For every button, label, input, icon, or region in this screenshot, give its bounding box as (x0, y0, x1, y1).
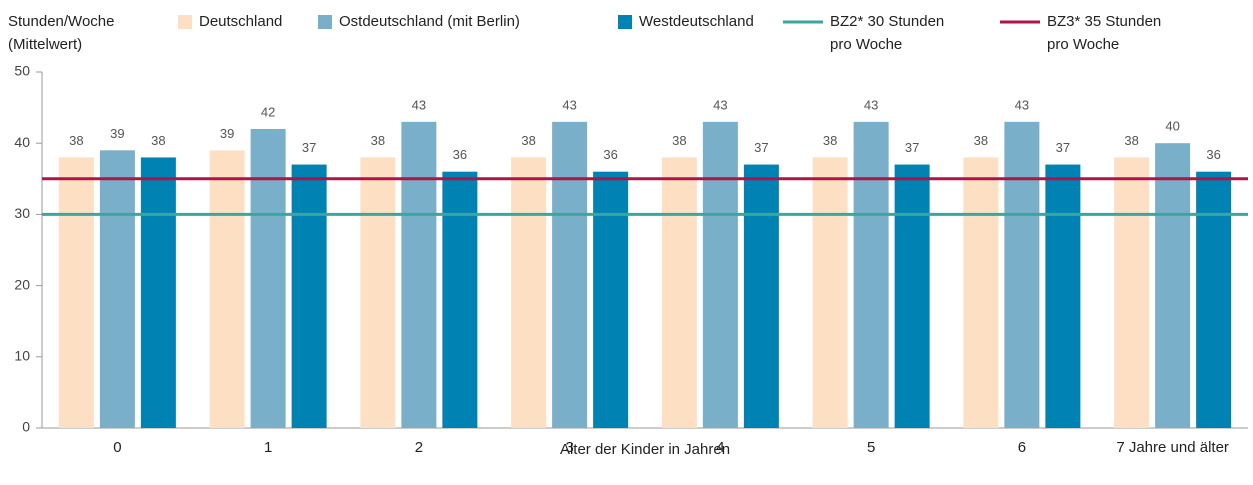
value-label: 38 (151, 133, 165, 148)
bar (1155, 143, 1191, 428)
legend-label: BZ3* 35 Stunden (1047, 13, 1161, 30)
value-label: 39 (110, 126, 124, 141)
bar (511, 157, 547, 428)
legend-label: pro Woche (830, 36, 902, 53)
bar (401, 121, 437, 428)
value-label: 38 (371, 133, 385, 148)
x-tick-label: 7 Jahre und älter (1116, 439, 1229, 456)
value-label: 37 (1056, 140, 1070, 155)
x-tick-label: 6 (1018, 439, 1026, 456)
y-axis-title: Stunden/Woche (8, 13, 114, 30)
value-label: 42 (261, 104, 275, 119)
bar (812, 157, 848, 428)
value-label: 38 (974, 133, 988, 148)
value-label: 38 (1124, 133, 1138, 148)
bar (853, 121, 889, 428)
bar (140, 157, 176, 428)
bar (1114, 157, 1150, 428)
legend-label: pro Woche (1047, 36, 1119, 53)
bar (442, 171, 478, 428)
legend-label: Westdeutschland (639, 13, 754, 30)
value-label: 37 (905, 140, 919, 155)
value-label: 43 (1015, 97, 1029, 112)
y-tick-label: 40 (14, 134, 30, 150)
bar (963, 157, 999, 428)
bar (250, 128, 286, 428)
legend-swatch (318, 15, 332, 29)
bar (552, 121, 588, 428)
y-axis-title: (Mittelwert) (8, 36, 82, 53)
value-label: 37 (754, 140, 768, 155)
value-label: 40 (1165, 119, 1179, 134)
x-tick-label: 4 (716, 439, 724, 456)
bar (209, 150, 245, 428)
value-label: 38 (672, 133, 686, 148)
value-label: 38 (823, 133, 837, 148)
value-label: 43 (412, 97, 426, 112)
legend-label: Deutschland (199, 13, 282, 30)
bar (894, 164, 930, 428)
value-label: 39 (220, 126, 234, 141)
bar (58, 157, 94, 428)
bar (593, 171, 629, 428)
bar (1045, 164, 1081, 428)
bar (702, 121, 738, 428)
y-tick-label: 0 (22, 419, 30, 435)
x-tick-label: 5 (867, 439, 875, 456)
x-axis-title: Alter der Kinder in Jahren (560, 441, 730, 458)
y-tick-label: 20 (14, 276, 30, 292)
bar (661, 157, 697, 428)
value-label: 43 (713, 97, 727, 112)
value-label: 43 (562, 97, 576, 112)
x-tick-label: 2 (415, 439, 423, 456)
y-tick-label: 50 (14, 63, 30, 79)
bar (743, 164, 779, 428)
value-label: 37 (302, 140, 316, 155)
x-tick-label: 3 (565, 439, 573, 456)
bar (1196, 171, 1232, 428)
y-tick-label: 30 (14, 205, 30, 221)
legend-label: Ostdeutschland (mit Berlin) (339, 13, 520, 30)
value-label: 36 (453, 147, 467, 162)
x-tick-label: 1 (264, 439, 272, 456)
value-label: 43 (864, 97, 878, 112)
y-tick-label: 10 (14, 348, 30, 364)
value-label: 38 (521, 133, 535, 148)
value-label: 36 (1206, 147, 1220, 162)
x-tick-label: 0 (113, 439, 121, 456)
bar (1004, 121, 1040, 428)
value-label: 36 (603, 147, 617, 162)
value-label: 38 (69, 133, 83, 148)
bar (99, 150, 135, 428)
legend-swatch (178, 15, 192, 29)
bar (360, 157, 396, 428)
legend-swatch (618, 15, 632, 29)
bar (291, 164, 327, 428)
legend-label: BZ2* 30 Stunden (830, 13, 944, 30)
